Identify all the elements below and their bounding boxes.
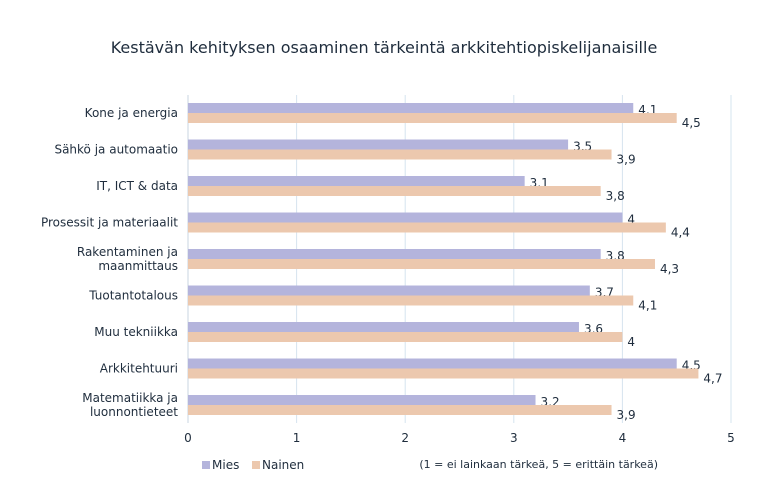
bar-mies <box>188 249 601 259</box>
data-label: 4,5 <box>682 116 701 130</box>
data-label: 3,9 <box>617 408 636 422</box>
category-label: IT, ICT & data <box>96 179 178 193</box>
bar-nainen <box>188 259 655 269</box>
data-label: 4,1 <box>638 299 657 313</box>
bar-nainen <box>188 368 699 379</box>
scale-note: (1 = ei lainkaan tärkeä, 5 = erittäin tä… <box>419 458 658 471</box>
legend: Mies Nainen <box>202 458 304 472</box>
bar-nainen <box>188 149 612 160</box>
x-tick-label: 0 <box>184 431 192 445</box>
bar-nainen <box>188 295 634 306</box>
bar-mies <box>188 358 677 369</box>
category-label: maanmittaus <box>98 259 178 273</box>
bar-mies <box>188 395 536 405</box>
bar-mies <box>188 322 579 332</box>
legend-swatch-mies <box>202 461 210 469</box>
category-labels: Kone ja energia Sähkö ja automaatio IT, IC… <box>41 106 178 419</box>
category-label: Kone ja energia <box>85 106 178 120</box>
bar-nainen <box>188 332 623 342</box>
x-tick-labels: 0 1 2 3 4 5 <box>184 431 735 445</box>
x-tick-label: 1 <box>293 431 301 445</box>
category-label: Tuotantotalous <box>88 289 178 303</box>
category-label: Sähkö ja automaatio <box>54 143 178 157</box>
bar-mies <box>188 103 634 113</box>
bar-mies <box>188 176 525 186</box>
bar-nainen <box>188 405 612 415</box>
data-label: 3,8 <box>606 189 625 203</box>
category-label: Arkkitehtuuri <box>100 362 178 376</box>
x-tick-label: 4 <box>619 431 627 445</box>
legend-label-nainen: Nainen <box>262 458 304 472</box>
bar-nainen <box>188 113 677 123</box>
bar-nainen <box>188 222 666 233</box>
data-label: 4,4 <box>671 226 690 240</box>
bar-mies <box>188 285 590 296</box>
chart-title: Kestävän kehityksen osaaminen tärkeintä … <box>111 38 658 57</box>
bar-nainen <box>188 186 601 196</box>
data-label: 4,7 <box>703 372 722 386</box>
data-label: 3,9 <box>617 153 636 167</box>
legend-swatch-nainen <box>252 461 260 469</box>
x-tick-label: 3 <box>510 431 518 445</box>
data-label: 4 <box>627 213 635 227</box>
legend-label-mies: Mies <box>212 458 239 472</box>
category-label: Rakentaminen ja <box>77 245 178 259</box>
bar-mies <box>188 139 569 150</box>
category-label: Matematiikka ja <box>82 391 178 405</box>
data-label: 4 <box>627 335 635 349</box>
category-label: Muu tekniikka <box>94 325 178 339</box>
x-tick-label: 5 <box>727 431 735 445</box>
bar-mies <box>188 212 623 223</box>
data-label: 4,3 <box>660 262 679 276</box>
bars: 4,14,53,53,93,13,844,43,84,33,74,13,644,… <box>188 103 723 422</box>
category-label: luonnontieteet <box>90 405 178 419</box>
x-tick-label: 2 <box>401 431 409 445</box>
category-label: Prosessit ja materiaalit <box>41 216 178 230</box>
